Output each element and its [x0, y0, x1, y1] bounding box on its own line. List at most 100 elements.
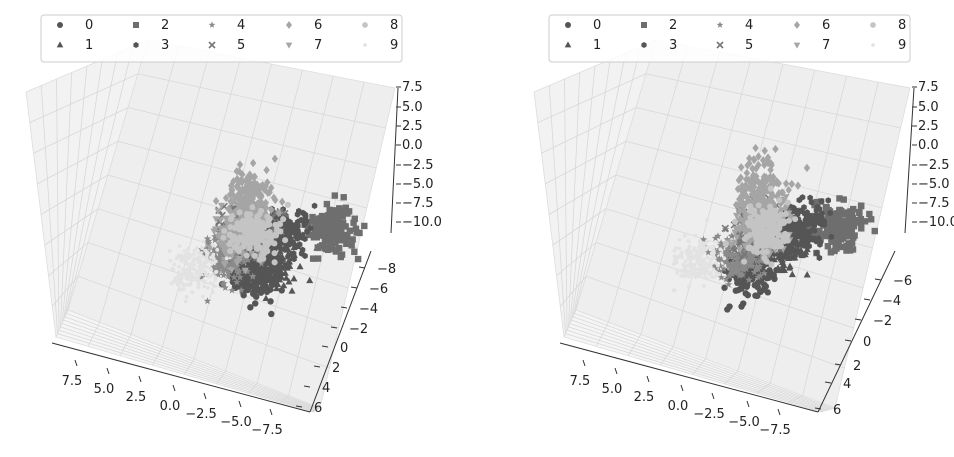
- point-series-8: [228, 213, 235, 220]
- point-series-8: [265, 217, 272, 224]
- legend-marker-1: [564, 41, 572, 48]
- point-series-9: [200, 294, 205, 299]
- point-series-9: [684, 249, 689, 254]
- point-series-9: [675, 256, 680, 261]
- point-series-4: [736, 271, 745, 279]
- series-8: [220, 201, 291, 266]
- point-series-8: [276, 221, 284, 228]
- point-series-9: [684, 264, 689, 269]
- point-series-4: [722, 255, 730, 263]
- legend-marker-9: [871, 43, 875, 47]
- point-series-4: [718, 243, 726, 251]
- point-series-8: [744, 219, 751, 226]
- point-series-2: [849, 215, 857, 222]
- point-series-2: [850, 205, 857, 213]
- point-series-4: [711, 234, 720, 242]
- point-series-3: [302, 235, 308, 243]
- y-tick: [854, 318, 862, 321]
- point-series-8: [778, 211, 785, 218]
- legend-item-4: 4: [208, 18, 245, 33]
- z-tick-label: 7.5: [402, 80, 423, 95]
- grid-line: [692, 358, 706, 375]
- point-series-9: [185, 262, 190, 266]
- point-series-9: [215, 247, 220, 252]
- point-series-2: [838, 208, 845, 215]
- point-series-6: [278, 197, 286, 207]
- point-series-3: [797, 232, 804, 240]
- point-series-3: [816, 254, 823, 262]
- x-tick: [711, 392, 715, 400]
- point-series-2: [857, 221, 865, 228]
- point-series-1: [243, 262, 251, 270]
- grid-line: [87, 242, 339, 329]
- point-series-6: [763, 186, 771, 195]
- point-series-0: [267, 298, 274, 305]
- point-series-8: [236, 209, 243, 216]
- x-tick: [172, 384, 176, 392]
- point-series-6: [775, 189, 783, 198]
- x-tick: [238, 400, 242, 408]
- point-series-9: [211, 252, 216, 257]
- point-series-2: [843, 247, 850, 254]
- point-series-2: [344, 233, 351, 241]
- point-series-8: [252, 218, 259, 225]
- point-series-9: [200, 246, 204, 251]
- point-series-7: [764, 198, 772, 206]
- point-series-9: [697, 239, 702, 244]
- point-series-2: [343, 240, 350, 248]
- point-series-7: [778, 207, 786, 214]
- point-series-2: [829, 238, 837, 245]
- point-series-9: [705, 217, 709, 222]
- point-series-6: [230, 177, 237, 186]
- point-series-4: [714, 256, 722, 264]
- point-series-3: [816, 205, 823, 212]
- point-series-9: [203, 269, 208, 274]
- point-series-3: [828, 233, 835, 240]
- x-tick-label: −5.0: [728, 415, 760, 430]
- legend: 0 1 2 3 4 5 6 7 8 9: [548, 14, 911, 63]
- x-axis-line: [559, 342, 819, 413]
- point-series-8: [781, 236, 788, 243]
- point-series-4: [753, 262, 761, 270]
- point-series-9: [686, 284, 691, 289]
- point-series-2: [353, 229, 360, 236]
- point-series-4: [715, 267, 724, 275]
- point-series-6: [229, 186, 236, 195]
- point-series-4: [234, 269, 242, 277]
- point-series-9: [188, 263, 193, 268]
- point-series-6: [750, 199, 758, 209]
- point-series-2: [843, 242, 850, 250]
- point-series-4: [717, 273, 725, 281]
- point-series-2: [354, 255, 362, 263]
- legend-item-8: 8: [362, 18, 398, 33]
- point-series-9: [671, 288, 676, 293]
- point-series-6: [735, 176, 743, 185]
- point-series-2: [324, 219, 331, 226]
- grid-line: [552, 208, 607, 246]
- point-series-2: [339, 213, 346, 220]
- point-series-3: [821, 221, 827, 228]
- point-series-9: [702, 250, 706, 255]
- point-series-6: [748, 190, 756, 199]
- point-series-8: [773, 213, 780, 220]
- point-series-8: [779, 218, 786, 225]
- point-series-3: [800, 229, 807, 236]
- point-series-2: [331, 228, 339, 235]
- x-tick-label: 7.5: [62, 374, 83, 389]
- legend-marker-7: [793, 42, 801, 49]
- y-tick-label: 6: [833, 403, 841, 418]
- point-series-2: [320, 221, 327, 229]
- point-series-8: [760, 217, 767, 224]
- point-series-0: [752, 292, 759, 299]
- legend-item-6: 6: [794, 18, 830, 33]
- legend-marker-5: [208, 41, 216, 49]
- point-series-9: [202, 284, 207, 289]
- point-series-8: [732, 218, 739, 225]
- point-series-4: [717, 262, 725, 270]
- x-tick-label: −7.5: [251, 423, 283, 438]
- legend-marker-1: [56, 41, 64, 48]
- point-series-8: [770, 230, 777, 237]
- z-tick-label: −10.0: [918, 215, 954, 230]
- grid-line: [574, 312, 834, 409]
- point-series-2: [315, 219, 323, 227]
